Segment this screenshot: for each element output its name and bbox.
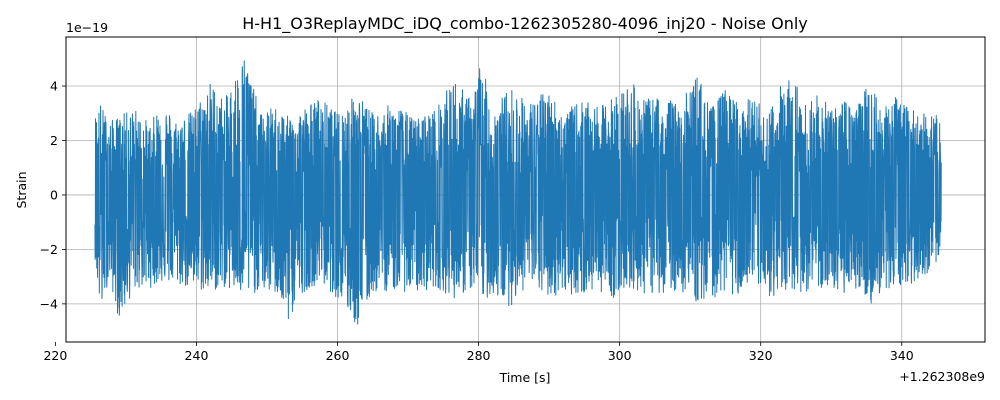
y-axis-label: Strain [14, 171, 29, 208]
y-tick-label: −2 [40, 242, 58, 257]
x-tick-label: 240 [185, 348, 209, 363]
y-offset-text: 1e−19 [66, 20, 108, 35]
x-tick-label: 260 [326, 348, 350, 363]
x-axis-label: Time [s] [499, 370, 551, 385]
x-tick-label: 220 [43, 348, 67, 363]
y-tick-label: −4 [40, 296, 58, 311]
x-tick-label: 320 [749, 348, 773, 363]
y-tick-label: 2 [50, 133, 58, 148]
strain-series-line [94, 60, 942, 325]
series-layer [94, 60, 942, 325]
x-tick-label: 340 [890, 348, 914, 363]
axis-ticks: 220 240 260 280 300 320 340 −4 −2 0 2 4 [40, 79, 914, 363]
x-tick-label: 280 [467, 348, 491, 363]
x-tick-label: 300 [608, 348, 632, 363]
chart-title: H-H1_O3ReplayMDC_iDQ_combo-1262305280-40… [242, 14, 808, 34]
y-tick-label: 4 [50, 79, 58, 94]
plot-frame [65, 36, 986, 343]
y-tick-label: 0 [50, 187, 58, 202]
x-offset-text: +1.262308e9 [899, 369, 985, 384]
